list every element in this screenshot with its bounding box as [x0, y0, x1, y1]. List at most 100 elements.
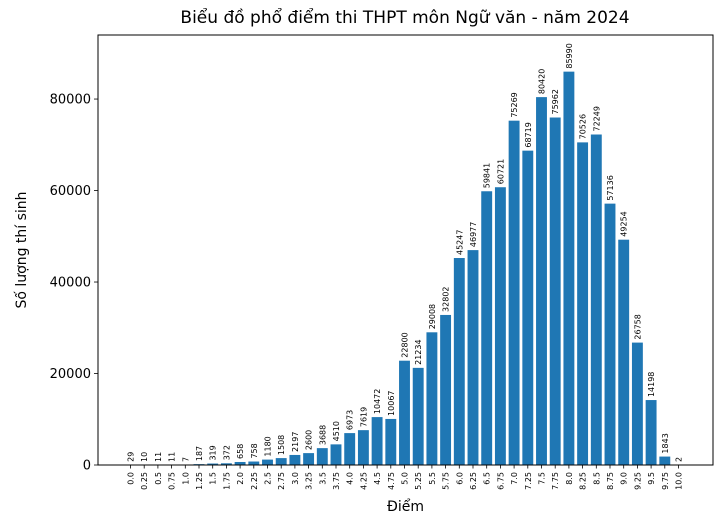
- bar-8.75: [604, 203, 616, 465]
- y-tick-label: 40000: [50, 276, 91, 291]
- x-tick-label: 3.5: [318, 472, 327, 485]
- data-label-5.75: 32802: [442, 286, 451, 311]
- data-label-2.5: 1180: [264, 436, 273, 456]
- bar-4.25: [357, 430, 369, 465]
- bar-8.0: [563, 71, 575, 465]
- data-label-4.25: 7619: [359, 407, 368, 427]
- data-label-0.5: 11: [154, 452, 163, 462]
- data-label-0.0: 29: [127, 452, 136, 462]
- data-label-4.0: 6973: [346, 410, 355, 430]
- y-tick-label: 80000: [50, 93, 91, 108]
- bar-6.25: [467, 250, 479, 465]
- bar-4.75: [385, 418, 397, 465]
- data-label-1.0: 7: [181, 457, 190, 462]
- bars-group: [125, 71, 684, 466]
- y-tick-label: 0: [83, 459, 91, 474]
- data-labels-group: 29 10 11 11 7 187 319 372 658 758 1180 1508 2197 2600…: [127, 43, 684, 462]
- plot-frame: [97, 34, 714, 466]
- data-label-9.5: 14198: [647, 372, 656, 397]
- x-tick-label: 5.75: [442, 472, 451, 490]
- x-tick-label: 0.25: [140, 472, 149, 490]
- data-label-2.0: 658: [236, 444, 245, 459]
- x-tick-label: 3.75: [332, 472, 341, 490]
- data-label-6.75: 60721: [496, 159, 505, 184]
- bar-1.5: [207, 463, 219, 465]
- x-tick-label: 3.25: [305, 472, 314, 490]
- x-tick-label: 9.25: [633, 472, 642, 490]
- data-label-8.75: 57136: [606, 175, 615, 200]
- data-label-1.5: 319: [209, 445, 218, 460]
- x-tick-label: 8.25: [579, 472, 588, 490]
- bar-9.5: [645, 400, 657, 465]
- y-axis-label: Số lượng thí sinh: [13, 191, 30, 308]
- x-tick-label: 6.5: [483, 472, 492, 485]
- data-label-7.5: 80420: [538, 69, 547, 94]
- x-tick-label: 4.75: [387, 472, 396, 490]
- bar-5.75: [440, 314, 452, 465]
- x-tick-label: 4.25: [359, 472, 368, 490]
- x-tick-label: 0.5: [154, 472, 163, 485]
- x-tick-label: 0.75: [168, 472, 177, 490]
- data-label-3.0: 2197: [291, 432, 300, 452]
- x-tick-label: 1.25: [195, 472, 204, 490]
- y-axis: 0 20000 40000 60000 80000: [50, 93, 98, 474]
- bar-3.75: [330, 444, 342, 465]
- bar-6.75: [494, 187, 506, 466]
- bar-9.0: [618, 239, 630, 465]
- data-label-8.0: 85990: [565, 43, 574, 68]
- x-tick-label: 6.0: [455, 472, 464, 485]
- bar-5.5: [426, 332, 438, 465]
- x-tick-label: 8.0: [565, 472, 574, 485]
- x-tick-label: 7.25: [524, 472, 533, 490]
- data-label-2.75: 1508: [277, 435, 286, 455]
- y-tick-label: 60000: [50, 184, 91, 199]
- x-tick-label: 2.25: [250, 472, 259, 490]
- bar-7.5: [536, 97, 547, 466]
- x-tick-label: 7.0: [510, 472, 519, 485]
- data-label-9.25: 26758: [633, 314, 642, 339]
- x-tick-label: 7.5: [538, 472, 547, 485]
- data-label-9.75: 1843: [661, 433, 670, 453]
- x-tick-label: 2.75: [277, 472, 286, 490]
- bar-7.0: [508, 120, 520, 466]
- bar-4.5: [371, 417, 383, 465]
- data-label-5.25: 21234: [414, 339, 423, 364]
- x-tick-label: 2.5: [264, 472, 273, 485]
- data-label-3.75: 4510: [332, 421, 341, 441]
- data-label-2.25: 758: [250, 443, 259, 458]
- x-tick-label: 1.0: [181, 472, 190, 485]
- bar-1.75: [220, 463, 232, 465]
- bar-6.0: [453, 258, 465, 465]
- x-tick-label: 5.0: [401, 472, 410, 485]
- data-label-4.75: 10067: [387, 390, 396, 415]
- data-label-9.0: 49254: [620, 211, 629, 236]
- bar-9.25: [631, 342, 643, 465]
- bar-3.25: [303, 453, 315, 465]
- bar-2.0: [234, 461, 246, 465]
- bar-6.5: [481, 191, 493, 465]
- bar-9.75: [659, 456, 671, 465]
- x-tick-label: 6.25: [469, 472, 478, 490]
- data-label-5.5: 29008: [428, 304, 437, 329]
- bar-8.25: [577, 142, 589, 465]
- data-label-10.0: 2: [675, 457, 684, 462]
- data-label-7.0: 75269: [510, 92, 519, 117]
- bar-7.25: [522, 150, 534, 465]
- x-tick-label: 7.75: [551, 472, 560, 490]
- x-tick-label: 2.0: [236, 472, 245, 485]
- data-label-8.25: 70526: [579, 114, 588, 139]
- bar-2.25: [248, 461, 260, 465]
- data-label-0.75: 11: [168, 452, 177, 462]
- y-tick-label: 20000: [50, 367, 91, 382]
- bar-3.0: [289, 454, 301, 465]
- x-tick-label: 5.5: [428, 472, 437, 485]
- data-label-7.25: 68719: [524, 122, 533, 147]
- x-tick-label: 4.5: [373, 472, 382, 485]
- data-label-8.5: 72249: [592, 106, 601, 131]
- data-label-0.25: 10: [140, 452, 149, 462]
- data-label-6.25: 46977: [469, 222, 478, 247]
- x-tick-label: 8.5: [592, 472, 601, 485]
- x-tick-label: 5.25: [414, 472, 423, 490]
- x-tick-label: 1.5: [209, 472, 218, 485]
